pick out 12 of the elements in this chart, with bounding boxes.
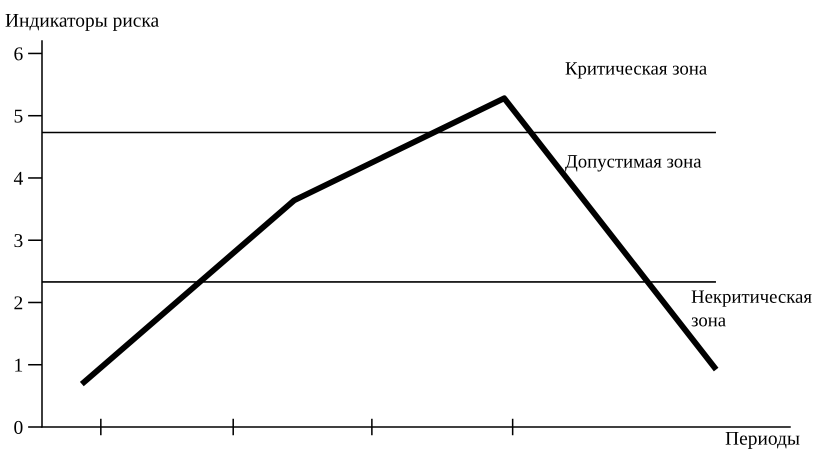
annotation: Критическая зона <box>566 62 707 78</box>
y-tick-label: 4 <box>14 172 23 185</box>
x-axis-title: Периоды <box>726 432 800 449</box>
y-axis-title: Индикаторы риска <box>6 14 159 31</box>
y-tick-label: 2 <box>14 296 22 310</box>
y-tick-label: 6 <box>14 47 23 60</box>
y-tick-label: 0 <box>14 420 23 434</box>
y-tick-label: 3 <box>14 234 22 248</box>
y-tick-label: 5 <box>14 110 22 123</box>
annotation: Некритическая зона <box>692 290 812 326</box>
y-tick-label: 1 <box>15 358 22 372</box>
annotation: Допустимая зона <box>565 155 702 172</box>
